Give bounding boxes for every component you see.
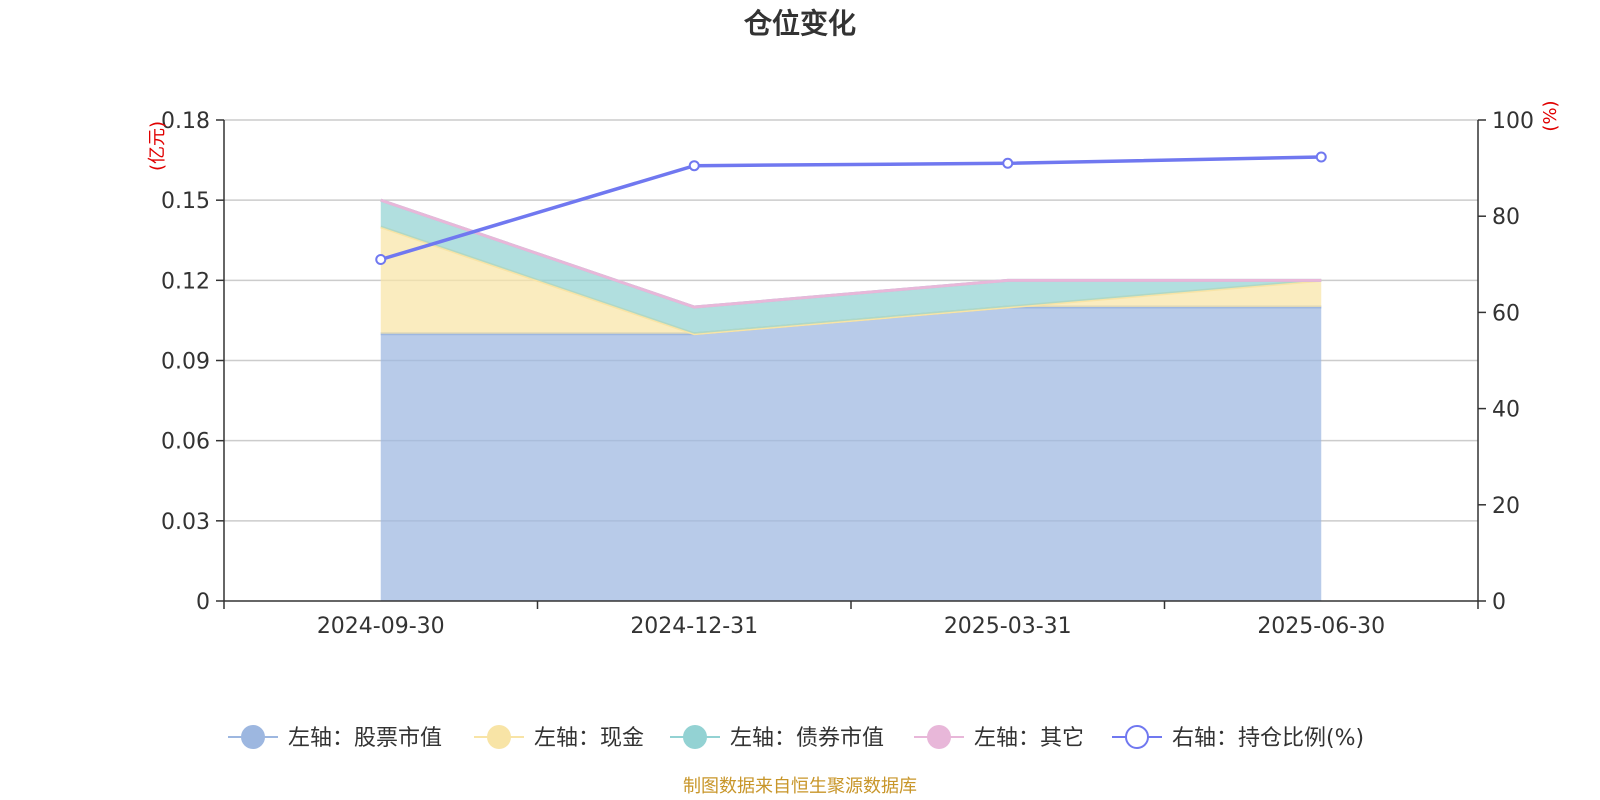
legend-swatch-marker (241, 725, 265, 749)
left-axis-tick-label: 0.15 (161, 189, 210, 214)
legend: 左轴：股票市值 左轴：现金 左轴：债券市值 左轴：其它 右轴：持仓比例(%) (228, 725, 1364, 751)
source-note: 制图数据来自恒生聚源数据库 (683, 776, 917, 797)
right-axis-unit: (%) (1540, 100, 1561, 131)
ratio-point (1002, 157, 1014, 169)
area-layers (380, 198, 1322, 601)
area-edge-1 (380, 225, 1322, 336)
right-axis-tick-label: 100 (1492, 109, 1534, 134)
x-axis-tick-label: 2024-12-31 (630, 614, 758, 639)
right-axis-tick-label: 20 (1492, 494, 1520, 519)
legend-swatch-marker (487, 725, 511, 749)
right-axis-tick-label: 80 (1492, 205, 1520, 230)
legend-swatch-marker (1125, 725, 1149, 749)
axes: 0 0.03 0.06 0.09 0.12 0.15 0.18 0 20 40 60 80 100 202… (161, 109, 1534, 639)
x-axis-tick-label: 2025-06-30 (1257, 614, 1385, 639)
area-2 (380, 200, 1322, 334)
legend-label: 左轴：现金 (534, 726, 644, 751)
legend-swatch-marker (683, 725, 707, 749)
left-axis-tick-label: 0.03 (161, 510, 210, 535)
left-axis-tick-label: 0.06 (161, 430, 210, 455)
area-1 (380, 226, 1322, 334)
x-axis-tick-label: 2025-03-31 (944, 614, 1072, 639)
right-axis-tick-label: 40 (1492, 398, 1520, 423)
ratio-line-layer (375, 151, 1327, 265)
left-axis-tick-label: 0.18 (161, 109, 210, 134)
x-axis-tick-label: 2024-09-30 (317, 614, 445, 639)
chart-title: 仓位变化 (744, 7, 856, 40)
legend-swatch-marker (927, 725, 951, 749)
ratio-point (688, 160, 700, 172)
left-axis-unit: (亿元) (147, 121, 168, 171)
ratio-point (375, 253, 387, 265)
ratio-point (1315, 151, 1327, 163)
legend-label: 左轴：债券市值 (730, 726, 884, 751)
legend-label: 右轴：持仓比例(%) (1172, 726, 1364, 751)
area-0 (380, 307, 1322, 601)
left-axis-tick-label: 0.12 (161, 269, 210, 294)
left-axis-tick-label: 0 (196, 590, 210, 615)
legend-label: 左轴：其它 (974, 726, 1084, 751)
right-axis-tick-label: 60 (1492, 301, 1520, 326)
left-axis-tick-label: 0.09 (161, 350, 210, 375)
right-axis-tick-label: 0 (1492, 590, 1506, 615)
ratio-line (380, 155, 1322, 262)
area-edge-3 (380, 198, 1322, 309)
legend-label: 左轴：股票市值 (288, 726, 442, 751)
